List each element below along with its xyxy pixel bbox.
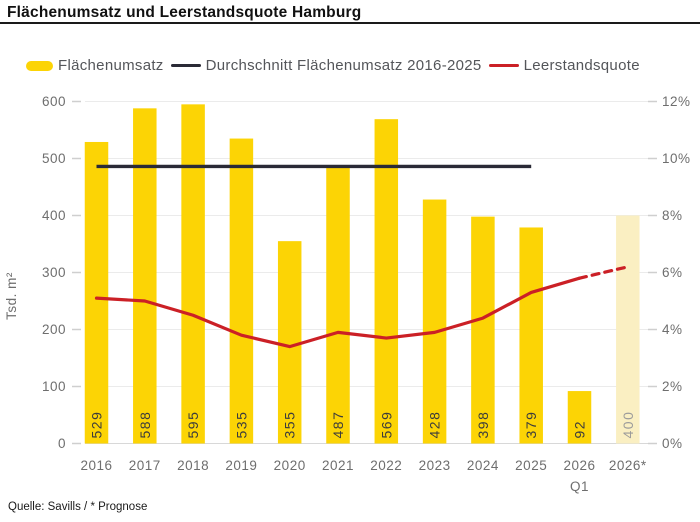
- x-axis-sublabel-2026: Q1: [570, 479, 589, 494]
- right-axis-tick-label: 0%: [662, 436, 683, 451]
- x-axis-label-2025: 2025: [515, 458, 547, 473]
- bar-value-label-2017: 588: [137, 411, 153, 439]
- right-axis-tick-label: 8%: [662, 208, 683, 223]
- bar-2024: [471, 216, 495, 444]
- bar-2026: [616, 215, 640, 444]
- bar-2026: [567, 391, 592, 444]
- bar-2023: [422, 199, 447, 444]
- legend-line-swatch-icon: [488, 63, 519, 68]
- bar-value-label-2026: 400: [620, 411, 636, 439]
- bar-2020: [277, 241, 302, 444]
- bar-2017: [133, 108, 157, 444]
- bar-value-label-2022: 569: [378, 411, 394, 439]
- x-axis-label-2021: 2021: [322, 458, 354, 473]
- page-title: Flächenumsatz und Leerstandsquote Hambur…: [7, 4, 362, 21]
- right-axis-tick-label: 4%: [662, 322, 683, 337]
- left-axis-tick-label: 600: [42, 94, 66, 109]
- x-axis-label-2017: 2017: [129, 458, 161, 473]
- legend-line-swatch-icon: [170, 63, 201, 68]
- title-underline: [0, 22, 700, 24]
- left-axis-tick-label: 0: [58, 436, 66, 451]
- legend-label: Leerstandsquote: [523, 57, 640, 74]
- x-axis-label-2016: 2016: [80, 458, 112, 473]
- bar-2022: [374, 119, 399, 444]
- bar-value-label-2024: 398: [475, 411, 491, 439]
- vacancy-rate-forecast-line: [577, 265, 630, 280]
- left-axis-tick-label: 500: [42, 151, 66, 166]
- x-axis-label-2024: 2024: [467, 458, 499, 473]
- legend-bar-swatch-icon: [26, 60, 53, 71]
- left-axis-tick-label: 200: [42, 322, 66, 337]
- legend-item-fl-chenumsatz: Flächenumsatz: [26, 57, 164, 74]
- bar-value-label-2026: 92: [572, 420, 588, 439]
- left-axis-tick-label: 400: [42, 208, 66, 223]
- y-axis-title: Tsd. m²: [4, 272, 19, 320]
- chart-legend: Flächenumsatz Durchschnitt Flächenumsatz …: [26, 57, 640, 74]
- vacancy-rate-line: [94, 276, 582, 349]
- legend-label: Durchschnitt Flächenumsatz 2016-2025: [205, 57, 482, 74]
- bar-2018: [181, 104, 205, 444]
- right-axis-tick-label: 12%: [662, 94, 691, 109]
- bar-value-label-2021: 487: [330, 411, 346, 439]
- source-note: Quelle: Savills / * Prognose: [8, 501, 148, 513]
- legend-item-durchschnitt-fl-chenumsatz-2016-2025: Durchschnitt Flächenumsatz 2016-2025: [170, 57, 482, 74]
- bar-value-label-2025: 379: [523, 411, 539, 439]
- bar-2021: [326, 165, 350, 444]
- bar-value-label-2023: 428: [427, 411, 443, 439]
- bar-2025: [519, 227, 543, 444]
- left-axis-tick-label: 100: [42, 379, 66, 394]
- bar-value-label-2016: 529: [89, 411, 105, 439]
- x-axis-label-2026: 2026: [563, 458, 595, 473]
- bar-value-label-2019: 535: [233, 411, 249, 439]
- right-axis-tick-label: 6%: [662, 265, 683, 280]
- left-axis-tick-label: 300: [42, 265, 66, 280]
- x-axis-label-2023: 2023: [419, 458, 451, 473]
- bar-2019: [229, 138, 254, 444]
- legend-item-leerstandsquote: Leerstandsquote: [488, 57, 640, 74]
- x-axis-label-2020: 2020: [274, 458, 306, 473]
- bar-2016: [84, 141, 109, 444]
- x-axis-label-2019: 2019: [225, 458, 257, 473]
- legend-label: Flächenumsatz: [58, 57, 164, 74]
- right-axis-tick-label: 2%: [662, 379, 683, 394]
- bar-value-label-2018: 595: [185, 411, 201, 439]
- bar-value-label-2020: 355: [282, 411, 298, 439]
- x-axis-label-2022: 2022: [370, 458, 402, 473]
- x-axis-label-2018: 2018: [177, 458, 209, 473]
- right-axis-tick-label: 10%: [662, 151, 691, 166]
- x-axis-label-2026: 2026*: [609, 458, 647, 473]
